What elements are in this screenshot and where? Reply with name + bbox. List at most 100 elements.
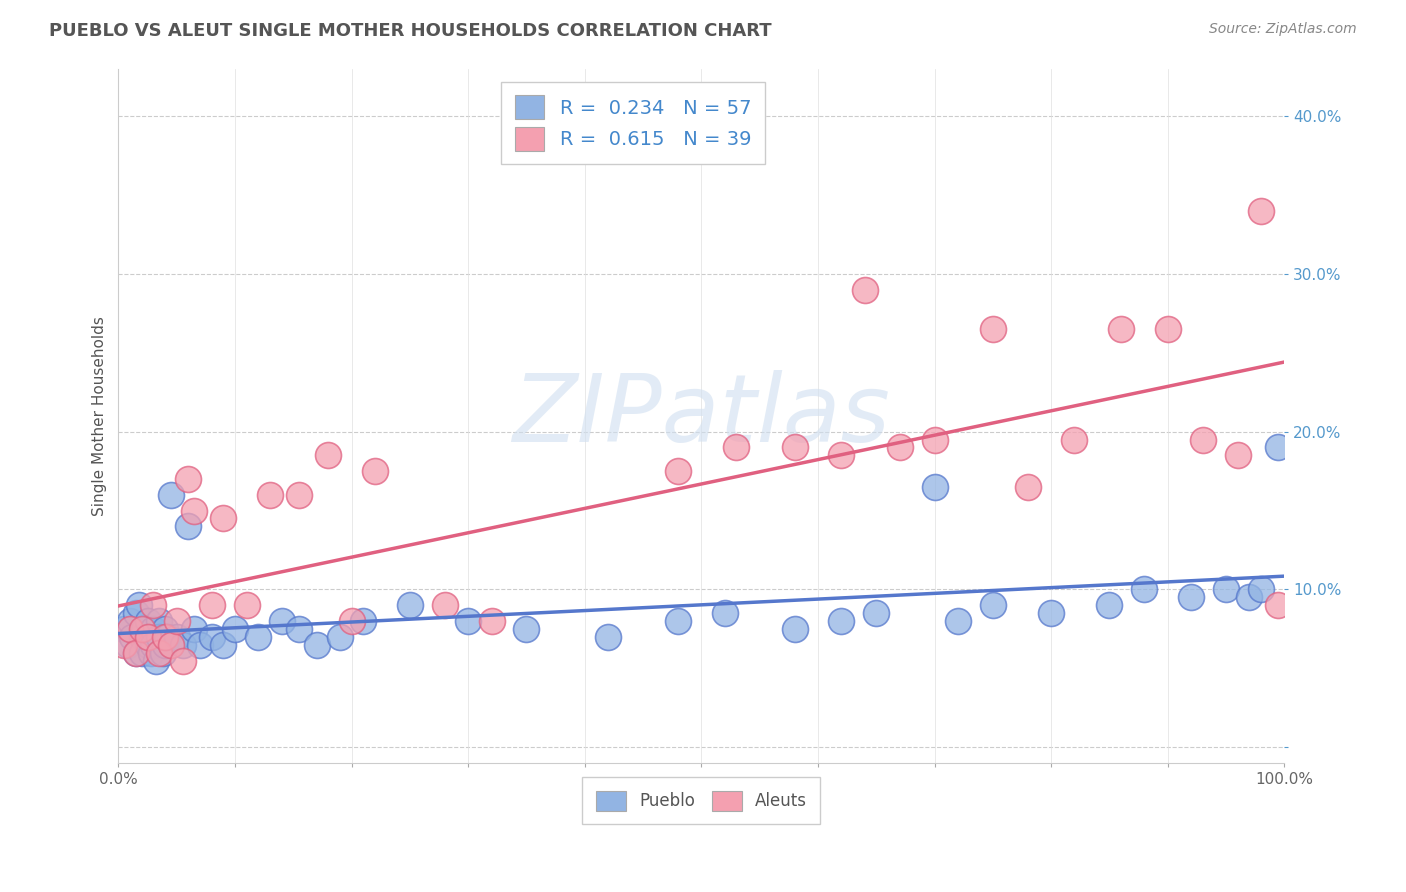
Point	[177, 519, 200, 533]
Text: PUEBLO VS ALEUT SINGLE MOTHER HOUSEHOLDS CORRELATION CHART: PUEBLO VS ALEUT SINGLE MOTHER HOUSEHOLDS…	[49, 22, 772, 40]
Point	[329, 630, 352, 644]
Point	[148, 630, 170, 644]
Text: Source: ZipAtlas.com: Source: ZipAtlas.com	[1209, 22, 1357, 37]
Point	[1215, 582, 1237, 597]
Point	[666, 464, 689, 478]
Text: ZIPatlas: ZIPatlas	[512, 370, 890, 461]
Point	[121, 630, 143, 644]
Point	[153, 630, 176, 644]
Point	[1133, 582, 1156, 597]
Point	[136, 630, 159, 644]
Point	[125, 646, 148, 660]
Point	[1109, 322, 1132, 336]
Point	[132, 622, 155, 636]
Point	[172, 638, 194, 652]
Point	[177, 472, 200, 486]
Point	[160, 488, 183, 502]
Point	[1017, 480, 1039, 494]
Point	[153, 622, 176, 636]
Point	[316, 448, 339, 462]
Legend: Pueblo, Aleuts: Pueblo, Aleuts	[582, 777, 820, 824]
Point	[224, 622, 246, 636]
Point	[148, 646, 170, 660]
Point	[172, 653, 194, 667]
Point	[212, 511, 235, 525]
Point	[235, 599, 257, 613]
Point	[981, 599, 1004, 613]
Point	[183, 622, 205, 636]
Point	[364, 464, 387, 478]
Point	[1250, 203, 1272, 218]
Point	[142, 599, 165, 613]
Point	[725, 441, 748, 455]
Point	[259, 488, 281, 502]
Point	[112, 622, 135, 636]
Point	[1267, 441, 1289, 455]
Point	[352, 614, 374, 628]
Point	[596, 630, 619, 644]
Point	[713, 606, 735, 620]
Point	[148, 614, 170, 628]
Point	[515, 622, 537, 636]
Point	[783, 622, 806, 636]
Point	[340, 614, 363, 628]
Point	[183, 503, 205, 517]
Point	[481, 614, 503, 628]
Point	[153, 638, 176, 652]
Point	[830, 614, 852, 628]
Y-axis label: Single Mother Households: Single Mother Households	[93, 316, 107, 516]
Point	[188, 638, 211, 652]
Point	[1267, 599, 1289, 613]
Point	[830, 448, 852, 462]
Point	[924, 433, 946, 447]
Point	[1063, 433, 1085, 447]
Point	[1239, 591, 1261, 605]
Point	[288, 622, 311, 636]
Point	[1180, 591, 1202, 605]
Point	[145, 653, 167, 667]
Point	[139, 646, 162, 660]
Point	[247, 630, 270, 644]
Point	[433, 599, 456, 613]
Point	[142, 638, 165, 652]
Point	[112, 638, 135, 652]
Point	[131, 622, 153, 636]
Point	[125, 606, 148, 620]
Point	[889, 441, 911, 455]
Point	[136, 614, 159, 628]
Point	[201, 599, 224, 613]
Point	[1250, 582, 1272, 597]
Point	[853, 283, 876, 297]
Point	[142, 622, 165, 636]
Point	[946, 614, 969, 628]
Point	[924, 480, 946, 494]
Point	[399, 599, 422, 613]
Point	[117, 638, 139, 652]
Point	[270, 614, 292, 628]
Point	[125, 646, 148, 660]
Point	[152, 646, 174, 660]
Point	[666, 614, 689, 628]
Point	[136, 638, 159, 652]
Point	[865, 606, 887, 620]
Point	[212, 638, 235, 652]
Point	[128, 599, 150, 613]
Point	[1098, 599, 1121, 613]
Point	[981, 322, 1004, 336]
Point	[1040, 606, 1063, 620]
Point	[1156, 322, 1178, 336]
Point	[783, 441, 806, 455]
Point	[305, 638, 328, 652]
Point	[1191, 433, 1213, 447]
Point	[120, 614, 142, 628]
Point	[457, 614, 479, 628]
Point	[288, 488, 311, 502]
Point	[131, 630, 153, 644]
Point	[166, 614, 188, 628]
Point	[1226, 448, 1249, 462]
Point	[160, 638, 183, 652]
Point	[166, 630, 188, 644]
Point	[120, 622, 142, 636]
Point	[131, 646, 153, 660]
Point	[201, 630, 224, 644]
